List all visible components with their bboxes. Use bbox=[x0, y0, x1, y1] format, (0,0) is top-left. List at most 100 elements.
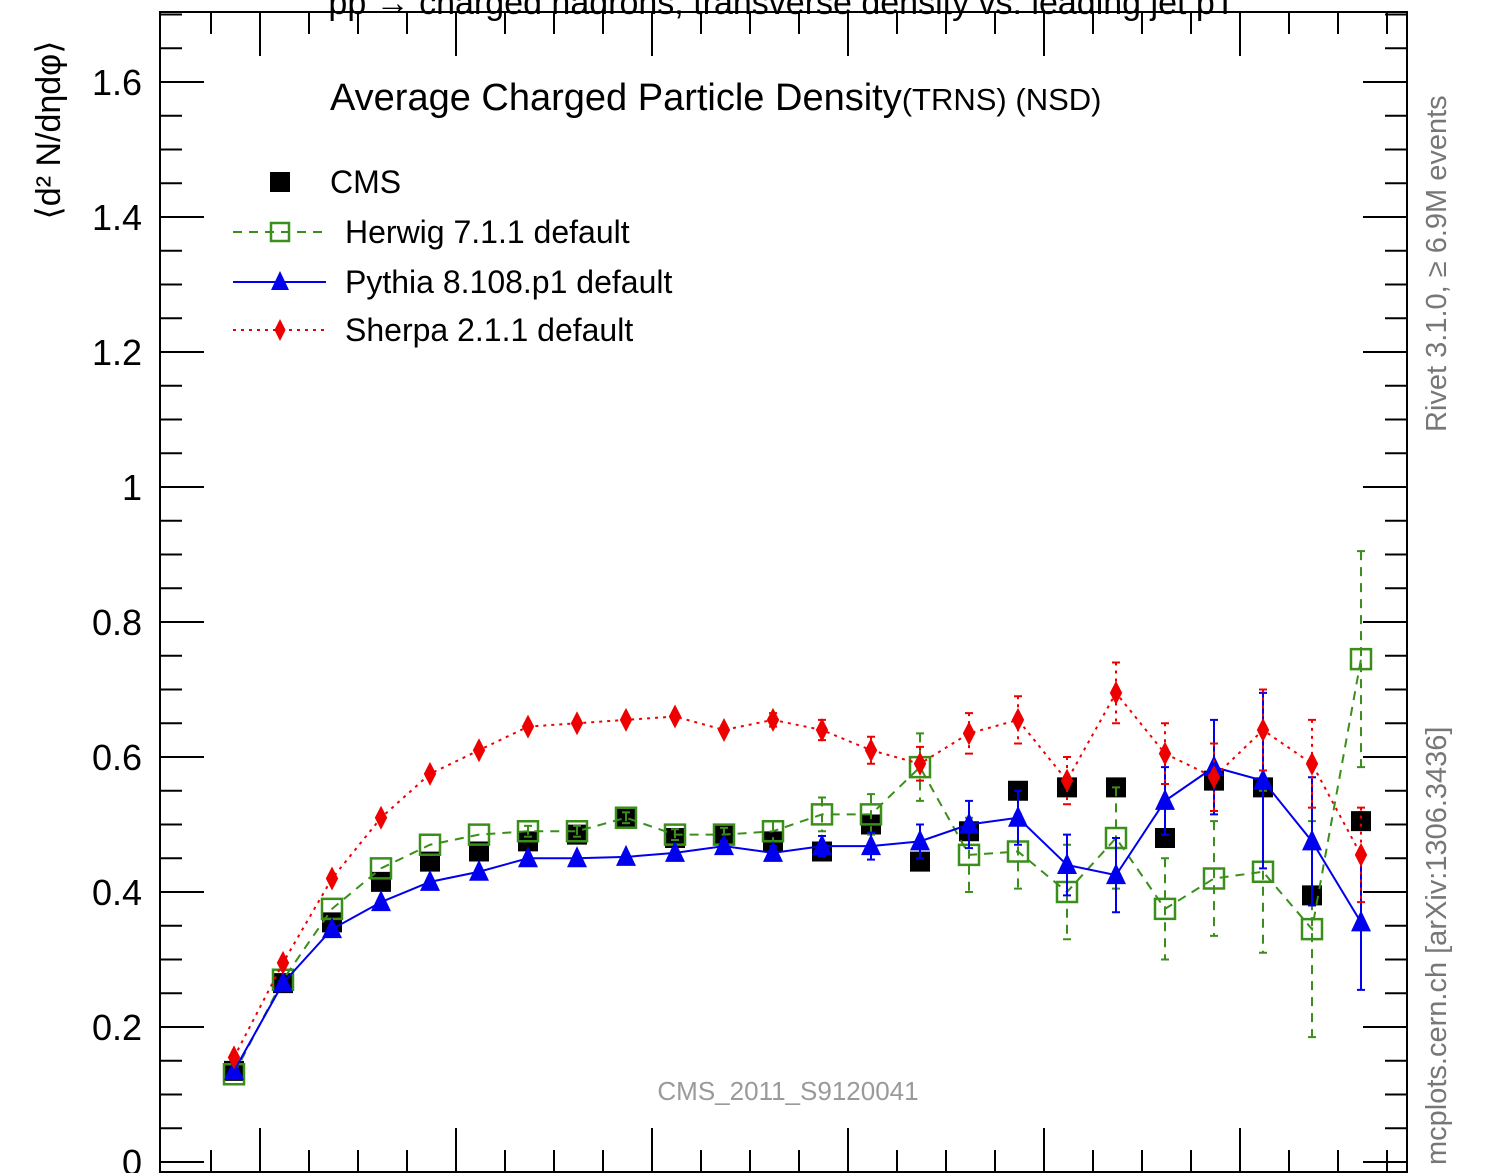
data-point bbox=[1305, 751, 1319, 776]
y-tick-labels: 0 0.2 0.4 0.6 0.8 1 1.2 1.4 1.6 bbox=[92, 62, 142, 1173]
y-tick-label: 0.4 bbox=[92, 872, 142, 913]
data-point bbox=[322, 917, 342, 939]
data-point bbox=[812, 834, 832, 856]
data-point bbox=[1253, 768, 1273, 790]
data-point bbox=[1351, 910, 1371, 932]
data-point bbox=[910, 851, 930, 872]
legend-label: CMS bbox=[330, 164, 401, 200]
data-point bbox=[276, 950, 290, 975]
data-point bbox=[810, 803, 834, 826]
data-point bbox=[859, 803, 883, 826]
data-point bbox=[1153, 897, 1177, 921]
analysis-id: CMS_2011_S9120041 bbox=[657, 1076, 918, 1106]
data-point bbox=[418, 833, 442, 856]
data-point bbox=[567, 846, 587, 868]
rivet-info: Rivet 3.1.0, ≥ 6.9M events bbox=[1421, 95, 1453, 432]
data-point bbox=[619, 707, 633, 732]
data-point bbox=[270, 172, 290, 192]
series-line bbox=[233, 691, 1362, 1058]
data-point bbox=[1106, 863, 1126, 885]
legend: CMS Herwig 7.1.1 default Pythia 8.108.p1 d… bbox=[233, 164, 672, 348]
source-info: mcplots.cern.ch [arXiv:1306.3436] bbox=[1421, 727, 1453, 1165]
series-2 bbox=[222, 550, 1373, 1086]
data-point bbox=[1057, 853, 1077, 874]
data-point bbox=[472, 738, 486, 763]
data-point bbox=[861, 834, 881, 856]
data-point bbox=[420, 851, 440, 872]
data-point bbox=[763, 840, 783, 862]
data-point bbox=[1300, 917, 1324, 941]
series-1 bbox=[224, 770, 1371, 1081]
data-point bbox=[274, 319, 286, 341]
data-point bbox=[1011, 707, 1025, 732]
y-axis-label: ⟨d² N/dηdφ⟩ bbox=[30, 41, 68, 220]
data-point bbox=[516, 820, 540, 843]
data-point bbox=[614, 806, 638, 829]
data-point bbox=[271, 271, 289, 290]
data-point bbox=[521, 714, 535, 739]
data-point bbox=[962, 721, 976, 746]
y-tick-label: 0.6 bbox=[92, 737, 142, 778]
data-point bbox=[1207, 765, 1221, 790]
chart-title: Average Charged Particle Density(TRNS) (… bbox=[330, 77, 1101, 119]
y-tick-label: 0.2 bbox=[92, 1007, 142, 1048]
data-point bbox=[325, 866, 339, 891]
data-point bbox=[374, 805, 388, 830]
data-point bbox=[423, 761, 437, 786]
data-point bbox=[668, 704, 682, 729]
legend-item-3: Pythia 8.108.p1 default bbox=[233, 264, 672, 300]
data-point bbox=[467, 823, 491, 846]
data-point bbox=[1351, 811, 1371, 832]
data-point bbox=[570, 711, 584, 736]
data-point bbox=[714, 834, 734, 856]
data-point bbox=[815, 718, 829, 742]
data-point bbox=[518, 846, 538, 868]
series-3 bbox=[224, 691, 1371, 1080]
data-point bbox=[369, 857, 393, 880]
series-line bbox=[233, 766, 1362, 1072]
y-tick-label: 1.6 bbox=[92, 62, 142, 103]
data-point bbox=[910, 829, 930, 851]
legend-item-4: Sherpa 2.1.1 default bbox=[233, 312, 633, 348]
data-point bbox=[1256, 718, 1270, 742]
data-point bbox=[665, 840, 685, 862]
series-group bbox=[222, 550, 1373, 1086]
chart-title-suffix: (TRNS) (NSD) bbox=[902, 82, 1102, 117]
data-point bbox=[616, 844, 636, 866]
data-point bbox=[1008, 805, 1028, 827]
series-4 bbox=[227, 661, 1368, 1070]
y-tick-label: 1.4 bbox=[92, 197, 142, 238]
series-line bbox=[233, 658, 1362, 1075]
data-point bbox=[565, 820, 589, 843]
y-tick-label: 1.2 bbox=[92, 332, 142, 373]
legend-label: Herwig 7.1.1 default bbox=[345, 214, 630, 250]
legend-item-1: CMS bbox=[270, 164, 401, 200]
data-point bbox=[227, 1045, 241, 1070]
y-tick-label: 0.8 bbox=[92, 602, 142, 643]
data-point bbox=[1349, 647, 1373, 671]
plot-frame bbox=[159, 11, 1408, 1173]
data-point bbox=[269, 221, 291, 243]
data-point bbox=[1302, 829, 1322, 851]
y-tick-label: 0 bbox=[122, 1142, 142, 1173]
data-point bbox=[1158, 741, 1172, 766]
y-tick-label: 1 bbox=[122, 467, 142, 508]
legend-item-2: Herwig 7.1.1 default bbox=[233, 214, 630, 250]
legend-label: Sherpa 2.1.1 default bbox=[345, 312, 633, 348]
chart-title-main: Average Charged Particle Density bbox=[330, 77, 902, 119]
data-point bbox=[864, 738, 878, 763]
data-point bbox=[469, 841, 489, 862]
data-point bbox=[273, 971, 293, 993]
data-point bbox=[766, 707, 780, 732]
data-point bbox=[1202, 867, 1226, 890]
axis-ticks bbox=[160, 12, 1407, 1172]
data-point bbox=[371, 871, 391, 892]
data-point bbox=[717, 718, 731, 742]
data-point bbox=[1155, 788, 1175, 810]
data-point bbox=[420, 869, 440, 891]
data-point bbox=[913, 751, 927, 776]
data-point bbox=[959, 812, 979, 834]
data-point bbox=[1155, 828, 1175, 848]
data-point bbox=[469, 859, 489, 881]
